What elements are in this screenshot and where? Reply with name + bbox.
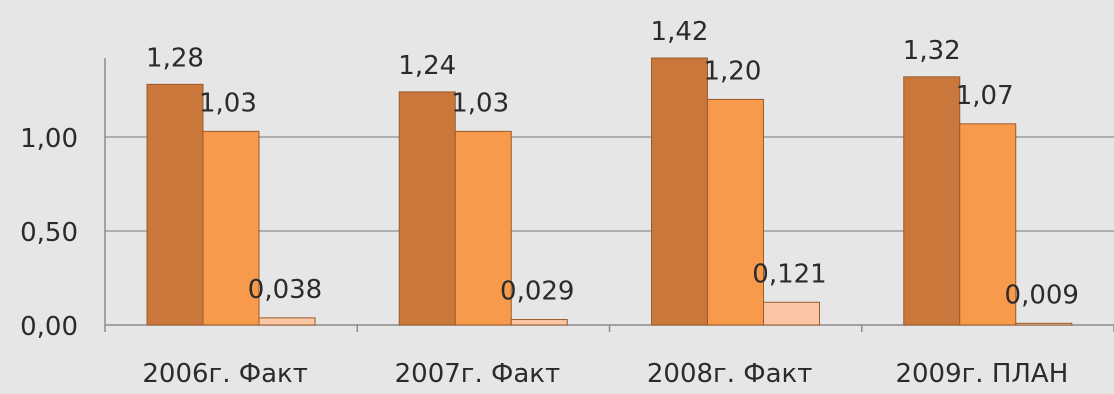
bar	[146, 83, 204, 326]
bar	[1015, 322, 1073, 326]
bar	[651, 57, 708, 326]
bars	[146, 57, 1073, 326]
data-label: 0,038	[248, 275, 322, 305]
data-label: 1,03	[199, 88, 257, 118]
data-label: 1,24	[398, 51, 456, 81]
bar	[398, 91, 456, 326]
data-labels: 1,28 1,03 0,038 1,24 1,03 0,029 1,42 1,20 0,121 1…	[146, 17, 1079, 310]
x-tick-label: 2007г. Факт	[395, 359, 561, 389]
data-label: 0,121	[752, 259, 826, 289]
data-label: 1,42	[651, 17, 709, 47]
data-label: 0,029	[500, 277, 574, 307]
x-tick-label: 2008г. Факт	[647, 359, 813, 389]
data-label: 1,03	[451, 88, 509, 118]
x-tick-label: 2006г. Факт	[142, 359, 308, 389]
data-label: 0,009	[1005, 280, 1079, 310]
bar	[763, 301, 820, 326]
bar	[510, 319, 568, 326]
bar	[202, 130, 260, 326]
data-label: 1,32	[903, 36, 961, 66]
bar	[959, 123, 1017, 326]
y-tick-label: 0,50	[20, 218, 78, 248]
bar	[258, 317, 316, 326]
y-tick-label: 0,00	[20, 312, 78, 342]
tick-labels: 0,00 0,50 1,00 2006г. Факт 2007г. Факт 2008г.…	[20, 124, 1068, 389]
bar	[454, 130, 512, 326]
data-label: 1,07	[956, 81, 1014, 111]
bar	[903, 76, 961, 326]
data-label: 1,28	[146, 43, 204, 73]
y-tick-label: 1,00	[20, 124, 78, 154]
data-label: 1,20	[704, 56, 762, 86]
x-tick-label: 2009г. ПЛАН	[895, 359, 1068, 389]
bar	[707, 98, 764, 326]
